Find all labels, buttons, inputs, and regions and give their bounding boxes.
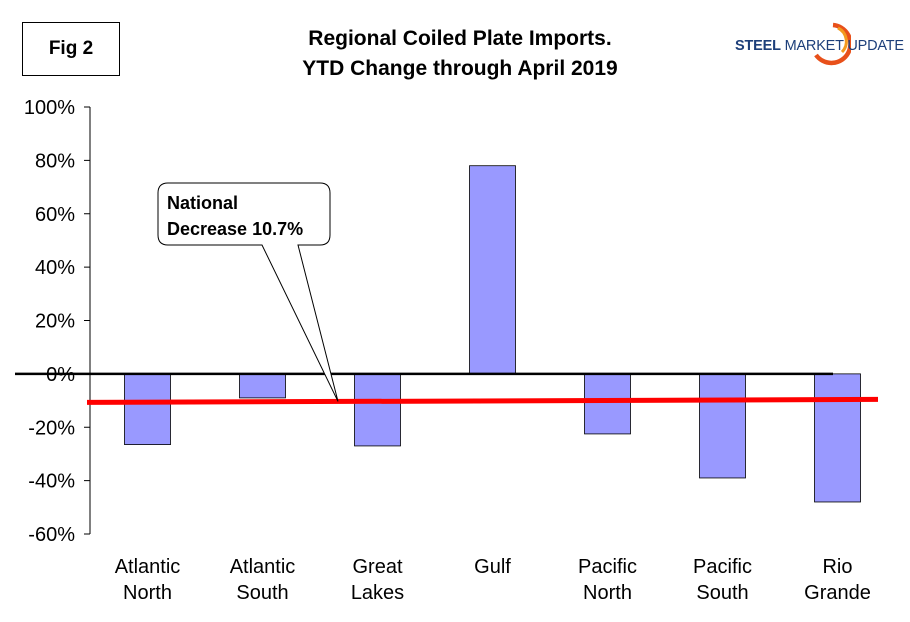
x-tick-label: Pacific — [578, 556, 637, 578]
y-tick-label: 40% — [35, 257, 75, 279]
y-tick-label: -60% — [28, 524, 75, 546]
callout-line2: Decrease 10.7% — [167, 219, 304, 239]
x-tick-label: Atlantic — [115, 556, 181, 578]
callout-line1: National — [167, 193, 239, 213]
x-tick-label: Gulf — [474, 556, 511, 578]
bar — [584, 373, 631, 435]
x-tick-label: Rio — [822, 556, 852, 578]
chart-title-line2: YTD Change through April 2019 — [302, 57, 618, 80]
chart-title: Regional Coiled Plate Imports. YTD Chang… — [200, 24, 720, 84]
logo-word-steel: STEEL — [735, 38, 781, 54]
logo-swoosh-icon — [814, 22, 851, 66]
x-tick-label: Lakes — [351, 582, 404, 604]
bar — [239, 373, 286, 399]
callout-text: National Decrease 10.7% — [167, 190, 303, 242]
bar — [354, 373, 401, 447]
x-tick-label: Atlantic — [230, 556, 296, 578]
callout-bubble — [157, 182, 339, 402]
y-tick-label: 20% — [35, 311, 75, 333]
chart-title-line1: Regional Coiled Plate Imports. — [308, 27, 612, 50]
y-tick-label: -20% — [28, 417, 75, 439]
y-tick-label: 80% — [35, 150, 75, 172]
y-tick-label: 60% — [35, 204, 75, 226]
bar — [699, 373, 746, 479]
y-tick-label: -40% — [28, 471, 75, 493]
y-tick-label: 100% — [24, 97, 75, 119]
x-tick-label: South — [696, 582, 748, 604]
x-tick-label: South — [236, 582, 288, 604]
national-average-line — [86, 396, 879, 405]
bar — [124, 373, 171, 445]
x-tick-label: North — [123, 582, 172, 604]
x-tick-label: North — [583, 582, 632, 604]
figure-label: Fig 2 — [22, 22, 120, 76]
x-tick-label: Pacific — [693, 556, 752, 578]
bar — [814, 373, 861, 503]
plot-area: -60%-40%-20%0%20%40%60%80%100%AtlanticNo… — [15, 97, 879, 604]
x-tick-label: Great — [352, 556, 402, 578]
logo-word-market-update: MARKET UPDATE — [784, 38, 905, 54]
steel-market-update-logo: STEEL MARKET UPDATE — [735, 22, 904, 69]
bar — [469, 165, 516, 375]
x-tick-label: Grande — [804, 582, 871, 604]
